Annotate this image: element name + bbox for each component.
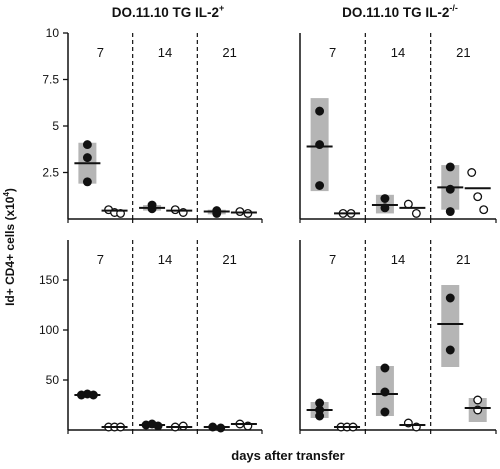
y-tick-label: 150	[39, 273, 59, 287]
data-point-filled	[82, 140, 92, 150]
panel-bottom-left: 50 100 150 7 14 21	[39, 240, 263, 434]
data-point-filled	[445, 345, 455, 355]
data-point-filled	[315, 411, 325, 421]
data-point-filled	[315, 106, 325, 116]
data-point-open	[473, 192, 483, 202]
filled-range-band	[441, 285, 460, 367]
y-axis-label: Id+ CD4+ cells (x104)	[2, 188, 17, 306]
data-point-open	[467, 168, 477, 177]
data-point-open	[403, 199, 413, 209]
panel-bottom-right: 7 14 21	[299, 240, 497, 434]
data-point-filled	[445, 162, 455, 172]
data-point-open	[411, 208, 421, 218]
y-tick-label: 2.5	[42, 166, 59, 180]
day-label: 14	[391, 252, 405, 267]
data-point-filled	[315, 181, 325, 190]
y-tick-label: 7.5	[42, 73, 59, 87]
panel-top-left: 2.5 5 7.5 10 7 14 21	[42, 26, 263, 223]
day-label: 21	[456, 45, 470, 60]
day-label: 7	[329, 45, 336, 60]
day-label: 14	[158, 252, 172, 267]
panels: 2.5 5 7.5 10 7 14 21 7 14 21 50 100 150 7 14 21 7 14 21	[39, 26, 497, 434]
data-point-open	[479, 205, 489, 215]
column-title-left: DO.11.10 TG IL-2+	[112, 3, 225, 20]
data-point-filled	[82, 177, 92, 187]
day-label: 7	[329, 252, 336, 267]
data-point-filled	[380, 194, 390, 203]
y-tick-label: 50	[46, 373, 60, 387]
data-point-filled	[445, 207, 455, 217]
data-point-filled	[380, 407, 390, 417]
column-title-right: DO.11.10 TG IL-2-/-	[342, 3, 458, 20]
data-point-filled	[445, 293, 455, 303]
day-label: 21	[222, 45, 236, 60]
day-label: 14	[158, 45, 172, 60]
data-point-filled	[82, 153, 92, 163]
day-label: 14	[391, 45, 405, 60]
data-point-open	[473, 395, 483, 405]
day-label: 7	[97, 45, 104, 60]
data-point-filled	[380, 363, 390, 373]
y-tick-label: 10	[46, 26, 60, 40]
y-tick-label: 5	[52, 119, 59, 133]
x-axis-label: days after transfer	[231, 448, 344, 463]
day-label: 7	[97, 252, 104, 267]
day-label: 21	[456, 252, 470, 267]
y-tick-label: 100	[39, 323, 59, 337]
panel-top-right: 7 14 21	[299, 33, 497, 223]
day-label: 21	[222, 252, 236, 267]
